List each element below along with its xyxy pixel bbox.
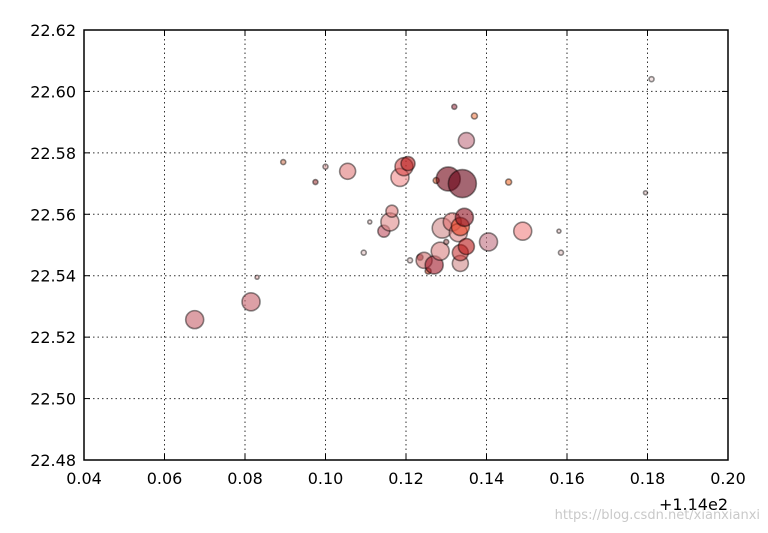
scatter-point — [279, 158, 287, 166]
x-tick-label: 0.10 — [308, 469, 344, 488]
x-tick-label: 0.18 — [630, 469, 666, 488]
y-axis-tick-labels: 22.48 22.50 22.52 22.54 22.56 22.58 22.60 22.62 — [30, 21, 76, 470]
scatter-point — [457, 237, 476, 256]
grid — [84, 30, 728, 460]
scatter-point — [454, 207, 475, 228]
scatter-point — [447, 168, 478, 199]
scatter-point — [557, 249, 565, 256]
y-tick-label: 22.54 — [30, 267, 76, 286]
y-tick-label: 22.56 — [30, 205, 76, 224]
y-tick-label: 22.62 — [30, 21, 76, 40]
y-tick-label: 22.58 — [30, 144, 76, 163]
scatter-point — [450, 103, 458, 111]
x-tick-label: 0.16 — [549, 469, 585, 488]
x-tick-label: 0.04 — [66, 469, 102, 488]
scatter-point — [512, 221, 533, 241]
scatter-point — [400, 155, 416, 172]
y-tick-label: 22.50 — [30, 390, 76, 409]
scatter-point — [642, 189, 649, 196]
scatter-point — [470, 112, 479, 120]
scatter-point — [478, 232, 499, 252]
scatter-point — [457, 131, 476, 150]
scatter-point — [366, 219, 373, 225]
scatter-point — [322, 163, 329, 170]
y-tick-label: 22.48 — [30, 451, 76, 470]
axis-ticks — [83, 29, 729, 461]
x-axis-tick-labels: 0.04 0.06 0.08 0.10 0.12 0.14 0.16 0.18 0.20 — [66, 469, 746, 488]
scatter-point — [442, 238, 450, 246]
scatter-point — [385, 204, 399, 219]
y-tick-label: 22.60 — [30, 82, 76, 101]
watermark: https://blog.csdn.net/xianxianxi — [554, 508, 760, 523]
scatter-point — [556, 228, 562, 234]
x-tick-label: 0.06 — [147, 469, 183, 488]
scatter-point — [504, 178, 513, 186]
scatter-point — [241, 292, 261, 312]
x-axis-offset-label: +1.14e2 — [659, 495, 728, 514]
scatter-point — [406, 257, 414, 264]
y-tick-label: 22.52 — [30, 328, 76, 347]
scatter-point — [184, 309, 205, 330]
scatter-point — [648, 75, 655, 83]
x-tick-label: 0.14 — [469, 469, 505, 488]
x-tick-label: 0.20 — [710, 469, 746, 488]
scatter-point — [360, 249, 368, 256]
scatter-point — [254, 274, 260, 281]
x-tick-label: 0.08 — [227, 469, 263, 488]
scatter-point — [312, 178, 319, 186]
scatter-point — [430, 241, 451, 261]
scatter-point — [338, 162, 357, 181]
data-points — [184, 75, 655, 330]
x-tick-label: 0.12 — [388, 469, 424, 488]
